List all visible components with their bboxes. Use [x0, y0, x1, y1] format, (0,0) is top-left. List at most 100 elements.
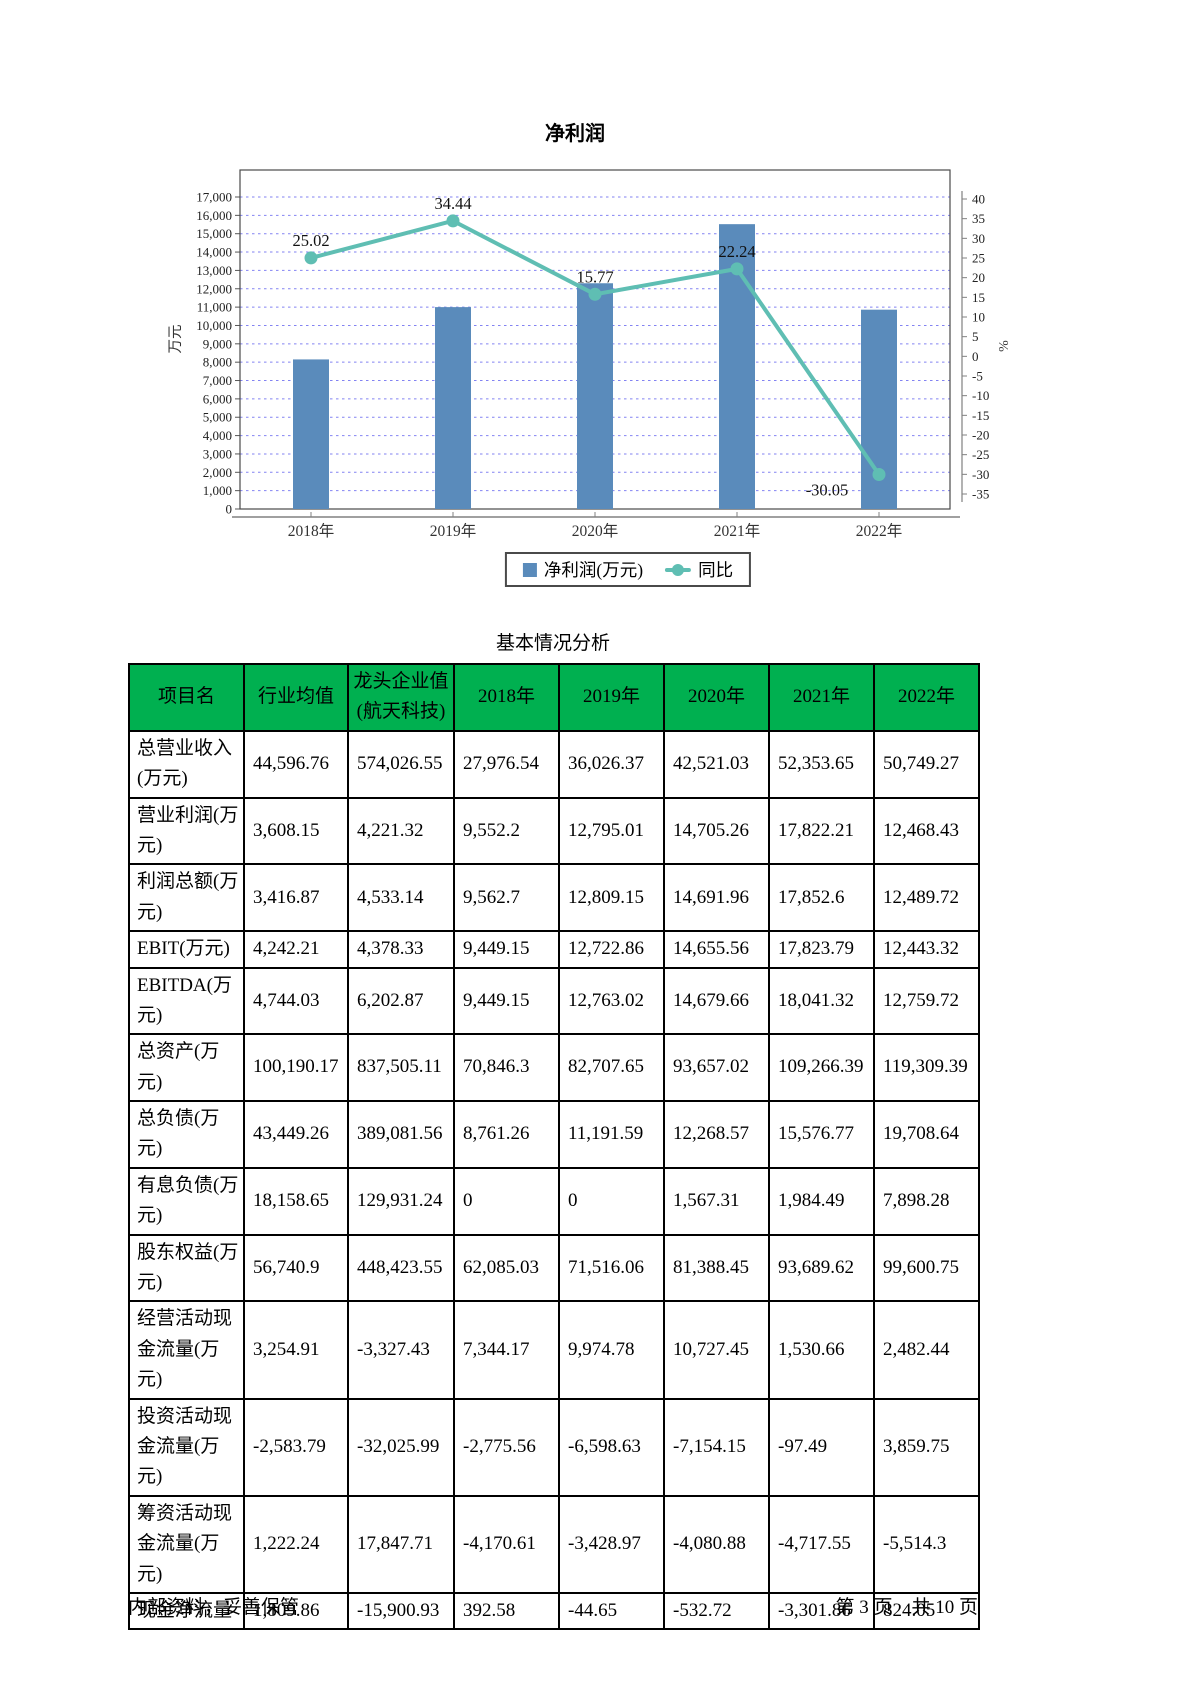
table-cell: 12,759.72: [873, 966, 980, 1036]
table-cell: 81,388.45: [663, 1233, 770, 1303]
left-axis-tick-label: 8,000: [203, 355, 232, 370]
table-cell: 12,443.32: [873, 930, 980, 969]
right-axis-tick-label: -35: [972, 487, 989, 502]
table-row: 利润总额(万元) 3,416.87 4,533.14 9,562.7 12,809.15…: [128, 863, 980, 933]
right-axis-tick-label: 0: [972, 349, 979, 364]
table-cell: 12,468.43: [873, 796, 980, 866]
table-cell: 2,482.44: [873, 1300, 980, 1400]
table-cell: 3,416.87: [243, 863, 349, 933]
yoy-point-label: -30.05: [806, 481, 849, 500]
left-axis-tick-label: 17,000: [196, 190, 232, 205]
table-cell: 36,026.37: [558, 729, 665, 799]
table-cell: -32,025.99: [347, 1397, 455, 1497]
table-row: 筹资活动现金流量(万元) 1,222.24 17,847.71 -4,170.61 -3…: [128, 1494, 980, 1594]
table-cell: 17,847.71: [347, 1494, 455, 1594]
table-cell: 12,809.15: [558, 863, 665, 933]
bar-series-swatch: [522, 562, 537, 577]
table-cell: -97.49: [768, 1397, 875, 1497]
table-row: 股东权益(万元) 56,740.9 448,423.55 62,085.03 71,51…: [128, 1233, 980, 1303]
table-cell: 1,222.24: [243, 1494, 349, 1594]
row-label: 筹资活动现金流量(万元): [128, 1494, 245, 1594]
right-axis-tick-label: -30: [972, 467, 989, 482]
right-axis-title: %: [997, 340, 1012, 352]
table-cell: 62,085.03: [453, 1233, 560, 1303]
table-cell: 0: [558, 1166, 665, 1236]
table-row: 营业利润(万元) 3,608.15 4,221.32 9,552.2 12,795.01…: [128, 796, 980, 866]
table-cell: 448,423.55: [347, 1233, 455, 1303]
table-cell: 52,353.65: [768, 729, 875, 799]
right-axis-tick-label: 5: [972, 329, 979, 344]
yoy-point-label: 15.77: [576, 267, 613, 286]
table-cell: 56,740.9: [243, 1233, 349, 1303]
column-header: 2018年: [453, 663, 560, 732]
row-label: 经营活动现金流量(万元): [128, 1300, 245, 1400]
left-axis-tick-label: 4,000: [203, 428, 232, 443]
yoy-point-label: 34.44: [434, 194, 471, 213]
yoy-point-2022年: [872, 468, 886, 482]
table-cell: 1,809.86: [243, 1591, 349, 1631]
column-header: 项目名: [128, 663, 245, 732]
table-cell: -3,301.86: [768, 1591, 875, 1631]
left-axis-tick-label: 6,000: [203, 391, 232, 406]
table-cell: 3,254.91: [243, 1300, 349, 1400]
table-cell: 15,576.77: [768, 1100, 875, 1169]
table-cell: 99,600.75: [873, 1233, 980, 1303]
table-cell: 9,449.15: [453, 966, 560, 1036]
table-row: 总营业收入(万元) 44,596.76 574,026.55 27,976.54 36,…: [128, 729, 980, 799]
left-axis-tick-label: 5,000: [203, 410, 232, 425]
table-cell: 9,449.15: [453, 930, 560, 969]
x-axis-label: 2019年: [430, 522, 477, 540]
left-axis-title: 万元: [168, 325, 184, 354]
table-cell: 824.05: [873, 1591, 980, 1631]
row-label: 营业利润(万元): [128, 796, 245, 866]
analysis-table-section: 基本情况分析 项目名 行业均值 龙头企业值(航天科技) 2018年 2019年 2020年…: [128, 628, 980, 1631]
table-cell: 27,976.54: [453, 729, 560, 799]
table-cell: 392.58: [453, 1591, 560, 1631]
table-cell: 12,268.57: [663, 1100, 770, 1169]
table-cell: 389,081.56: [347, 1100, 455, 1169]
table-row: 现金净流量 1,809.86 -15,900.93 392.58 -44.65 -532.…: [128, 1591, 980, 1631]
table-cell: 17,822.21: [768, 796, 875, 866]
table-cell: 70,846.3: [453, 1033, 560, 1103]
table-cell: 119,309.39: [873, 1033, 980, 1103]
legend-item-yoy: 同比: [665, 557, 733, 582]
left-axis-tick-label: 9,000: [203, 336, 232, 351]
table-cell: 3,859.75: [873, 1397, 980, 1497]
table-cell: 18,158.65: [243, 1166, 349, 1236]
row-label: 有息负债(万元): [128, 1166, 245, 1236]
right-axis-tick-label: 35: [972, 211, 985, 226]
table-cell: 4,378.33: [347, 930, 455, 969]
table-cell: -4,717.55: [768, 1494, 875, 1594]
table-cell: 14,655.56: [663, 930, 770, 969]
row-label: 股东权益(万元): [128, 1233, 245, 1303]
table-cell: 1,567.31: [663, 1166, 770, 1236]
table-cell: 50,749.27: [873, 729, 980, 799]
table-cell: 43,449.26: [243, 1100, 349, 1169]
left-axis-tick-label: 0: [226, 502, 233, 517]
table-cell: 42,521.03: [663, 729, 770, 799]
yoy-point-label: 22.24: [718, 242, 755, 261]
table-cell: 574,026.55: [347, 729, 455, 799]
table-cell: -3,428.97: [558, 1494, 665, 1594]
bar-2020年: [577, 283, 613, 509]
left-axis-tick-label: 7,000: [203, 373, 232, 388]
yoy-point-2021年: [730, 262, 744, 276]
table-cell: -6,598.63: [558, 1397, 665, 1497]
chart-title: 净利润: [545, 121, 605, 145]
left-axis-tick-label: 12,000: [196, 281, 232, 296]
right-axis-tick-label: 40: [972, 192, 985, 207]
yoy-point-label: 25.02: [292, 231, 329, 250]
legend-label-yoy: 同比: [698, 560, 734, 580]
table-row: EBITDA(万元) 4,744.03 6,202.87 9,449.15 12,763…: [128, 966, 980, 1036]
right-axis-tick-label: -15: [972, 408, 989, 423]
row-label: 利润总额(万元): [128, 863, 245, 933]
right-axis-tick-label: -25: [972, 447, 989, 462]
table-cell: 17,852.6: [768, 863, 875, 933]
column-header: 龙头企业值(航天科技): [347, 663, 455, 732]
chart-legend: 净利润(万元) 同比: [504, 552, 752, 587]
table-cell: 19,708.64: [873, 1100, 980, 1169]
table-cell: 9,974.78: [558, 1300, 665, 1400]
left-axis-tick-label: 13,000: [196, 263, 232, 278]
table-cell: 10,727.45: [663, 1300, 770, 1400]
table-cell: -2,775.56: [453, 1397, 560, 1497]
